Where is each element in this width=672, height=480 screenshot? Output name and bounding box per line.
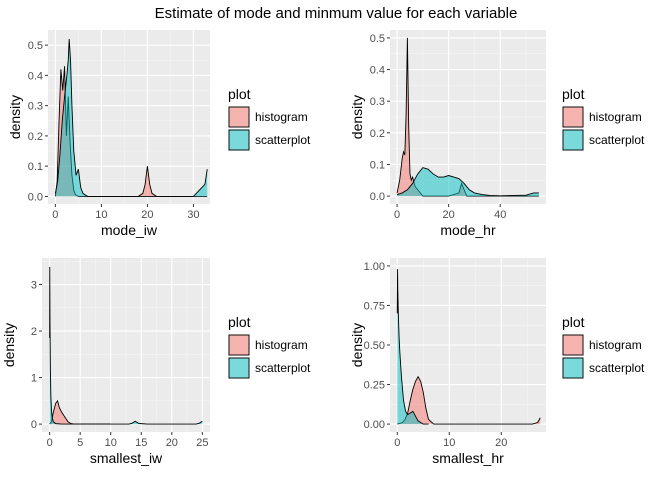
legend-swatch-histogram [228,106,250,128]
legend-title: plot [228,86,251,102]
legend-swatch-histogram [228,334,250,356]
y-tick-label: 3 [31,280,37,292]
x-axis-title: mode_iw [101,222,158,238]
plot-area [396,269,541,425]
y-axis-title: density [349,323,365,367]
legend-swatch-scatterplot [562,129,584,151]
x-tick-label: 20 [443,209,455,221]
density-area-scatterplot [55,39,208,197]
legend-label-histogram: histogram [255,110,308,124]
x-axis-title: smallest_iw [90,450,163,466]
y-tick-label: 0.25 [364,380,385,392]
y-tick-label: 1.00 [364,261,385,273]
x-tick-label: 0 [47,437,53,449]
plot-area [396,37,539,197]
panel-mode-iw: 0.0 0.1 0.2 0.3 0.4 0.5 0 10 20 30 mode_iw density p… [7,30,311,238]
y-tick-label: 0.0 [28,191,43,203]
y-tick-label: 0.5 [28,40,43,52]
figure-title: Estimate of mode and minmum value for ea… [155,5,518,22]
y-axis-title: density [7,95,23,139]
panel-smallest-iw: 0 1 2 3 0 5 10 15 20 25 smallest_iw density plot hist… [1,258,311,466]
y-tick-label: 1 [31,373,37,385]
y-tick-label: 0.3 [370,96,385,108]
plot-area [49,266,203,425]
y-tick-label: 0.4 [28,70,43,82]
legend-label-histogram: histogram [589,110,642,124]
legend-label-scatterplot: scatterplot [255,133,311,147]
x-tick-label: 20 [495,437,507,449]
legend-label-scatterplot: scatterplot [589,133,645,147]
legend-label-scatterplot: scatterplot [255,361,311,375]
legend-label-scatterplot: scatterplot [589,361,645,375]
legend-swatch-scatterplot [562,357,584,379]
density-line-scatterplot [396,167,539,197]
legend-label-histogram: histogram [255,338,308,352]
x-tick-label: 10 [443,437,455,449]
legend-title: plot [228,314,251,330]
density-line-scatterplot [49,266,203,425]
y-tick-label: 0.0 [370,191,385,203]
x-tick-label: 20 [166,437,178,449]
legend-swatch-scatterplot [228,129,250,151]
y-tick-label: 0.2 [370,128,385,140]
legend-swatch-histogram [562,334,584,356]
panels: 0.00.10.20.30.40.50 10 20 30mode_iwdensityp… [1,30,645,466]
x-axis-title: smallest_hr [432,450,504,466]
y-tick-label: 0.75 [364,300,385,312]
density-area-histogram [49,400,111,425]
y-axis-title: density [1,323,17,367]
plot-area [54,39,208,197]
y-tick-label: 0.3 [28,101,43,113]
y-tick-label: 0.1 [370,159,385,171]
density-line-scatterplot [396,269,429,425]
density-area-scatterplot [397,269,429,425]
x-tick-label: 0 [394,209,400,221]
legend-swatch-histogram [562,106,584,128]
y-tick-label: 2 [31,326,37,338]
density-area-scatterplot [397,167,539,197]
x-tick-label: 0 [394,437,400,449]
legend-label-histogram: histogram [589,338,642,352]
y-tick-label: 0.1 [28,161,43,173]
x-tick-label: 30 [187,209,199,221]
x-tick-label: 15 [135,437,147,449]
y-tick-label: 0.2 [28,131,43,143]
x-tick-label: 0 [52,209,58,221]
legend: plot histogram scatterplot [562,314,645,379]
y-tick-label: 0.4 [370,65,385,77]
legend: plot histogram scatterplot [228,86,311,151]
y-tick-label: 0.00 [364,419,385,431]
legend: plot histogram scatterplot [562,86,645,151]
legend-title: plot [562,314,585,330]
x-tick-label: 20 [141,209,153,221]
y-tick-label: 0 [31,419,37,431]
x-tick-label: 10 [95,209,107,221]
x-tick-label: 25 [196,437,208,449]
legend-title: plot [562,86,585,102]
x-tick-label: 40 [494,209,506,221]
y-axis-title: density [349,95,365,139]
legend: plot histogram scatterplot [228,314,311,379]
x-tick-label: 10 [105,437,117,449]
x-axis-title: mode_hr [440,222,496,238]
y-tick-label: 0.50 [364,340,385,352]
legend-swatch-scatterplot [228,357,250,379]
density-line-scatterplot [54,39,208,197]
y-tick-label: 0.5 [370,33,385,45]
x-tick-label: 5 [77,437,83,449]
